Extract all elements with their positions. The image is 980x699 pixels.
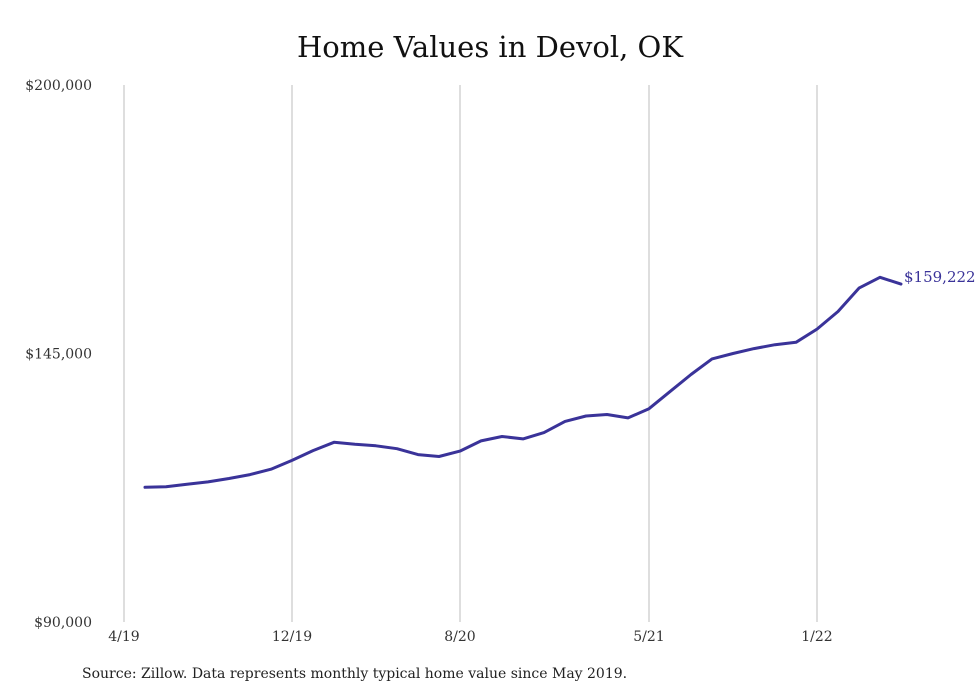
x-axis-labels: 4/19 12/19 8/20 5/21 1/22 [108, 629, 832, 645]
y-tick-label: $145,000 [25, 347, 92, 363]
series-line [143, 275, 903, 489]
x-tick-label: 8/20 [444, 629, 475, 645]
x-tick-label: 12/19 [272, 629, 312, 645]
y-tick-label: $90,000 [34, 615, 92, 631]
chart-title: Home Values in Devol, OK [297, 30, 683, 64]
end-value-label: $159,222 [904, 268, 976, 286]
x-tick-label: 1/22 [801, 629, 832, 645]
x-tick-label: 5/21 [633, 629, 664, 645]
gridlines [123, 85, 818, 622]
y-tick-label: $200,000 [25, 78, 92, 94]
x-tick-label: 4/19 [108, 629, 139, 645]
y-axis-labels: $90,000 $145,000 $200,000 [25, 78, 92, 631]
series-line-layer [143, 275, 903, 489]
source-note: Source: Zillow. Data represents monthly … [82, 666, 628, 682]
